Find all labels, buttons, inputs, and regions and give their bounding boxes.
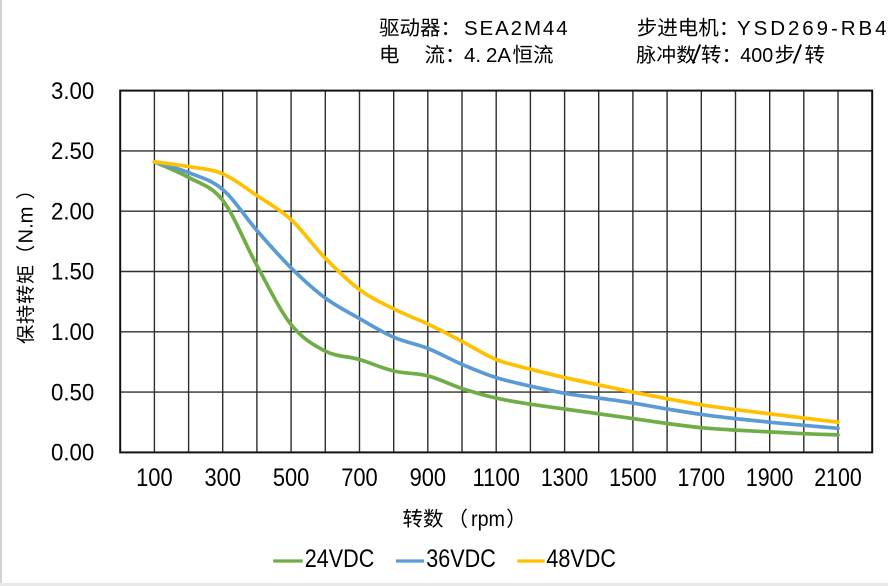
svg-text:700: 700 [341,464,378,492]
svg-text:1.00: 1.00 [51,319,94,346]
svg-text:1900: 1900 [746,464,794,492]
svg-text:1.50: 1.50 [51,259,94,286]
svg-text:4.: 4. [464,44,481,67]
svg-text:500: 500 [273,464,310,492]
svg-text:0.00: 0.00 [51,440,94,467]
svg-text:N.m: N.m [15,207,38,244]
svg-text:24VDC: 24VDC [305,545,375,573]
svg-text:rpm: rpm [471,508,505,531]
svg-text:2.00: 2.00 [51,198,94,225]
svg-text:2A: 2A [486,44,511,67]
svg-text:300: 300 [204,464,241,492]
svg-text:48VDC: 48VDC [546,545,616,573]
svg-text:3.00: 3.00 [51,78,94,105]
svg-text:0.50: 0.50 [51,379,94,406]
svg-text:2100: 2100 [814,464,862,492]
svg-text:1100: 1100 [472,464,520,492]
svg-text:100: 100 [136,464,173,492]
svg-text:36VDC: 36VDC [426,545,496,573]
svg-text:YSD269-RB4: YSD269-RB4 [737,17,887,40]
svg-text:900: 900 [410,464,447,492]
svg-text:1500: 1500 [609,464,657,492]
svg-text:2.50: 2.50 [51,138,94,165]
svg-text:SEA2M44: SEA2M44 [464,17,568,40]
svg-text:400: 400 [740,44,773,67]
svg-text:1700: 1700 [678,464,726,492]
svg-text:1300: 1300 [541,464,589,492]
